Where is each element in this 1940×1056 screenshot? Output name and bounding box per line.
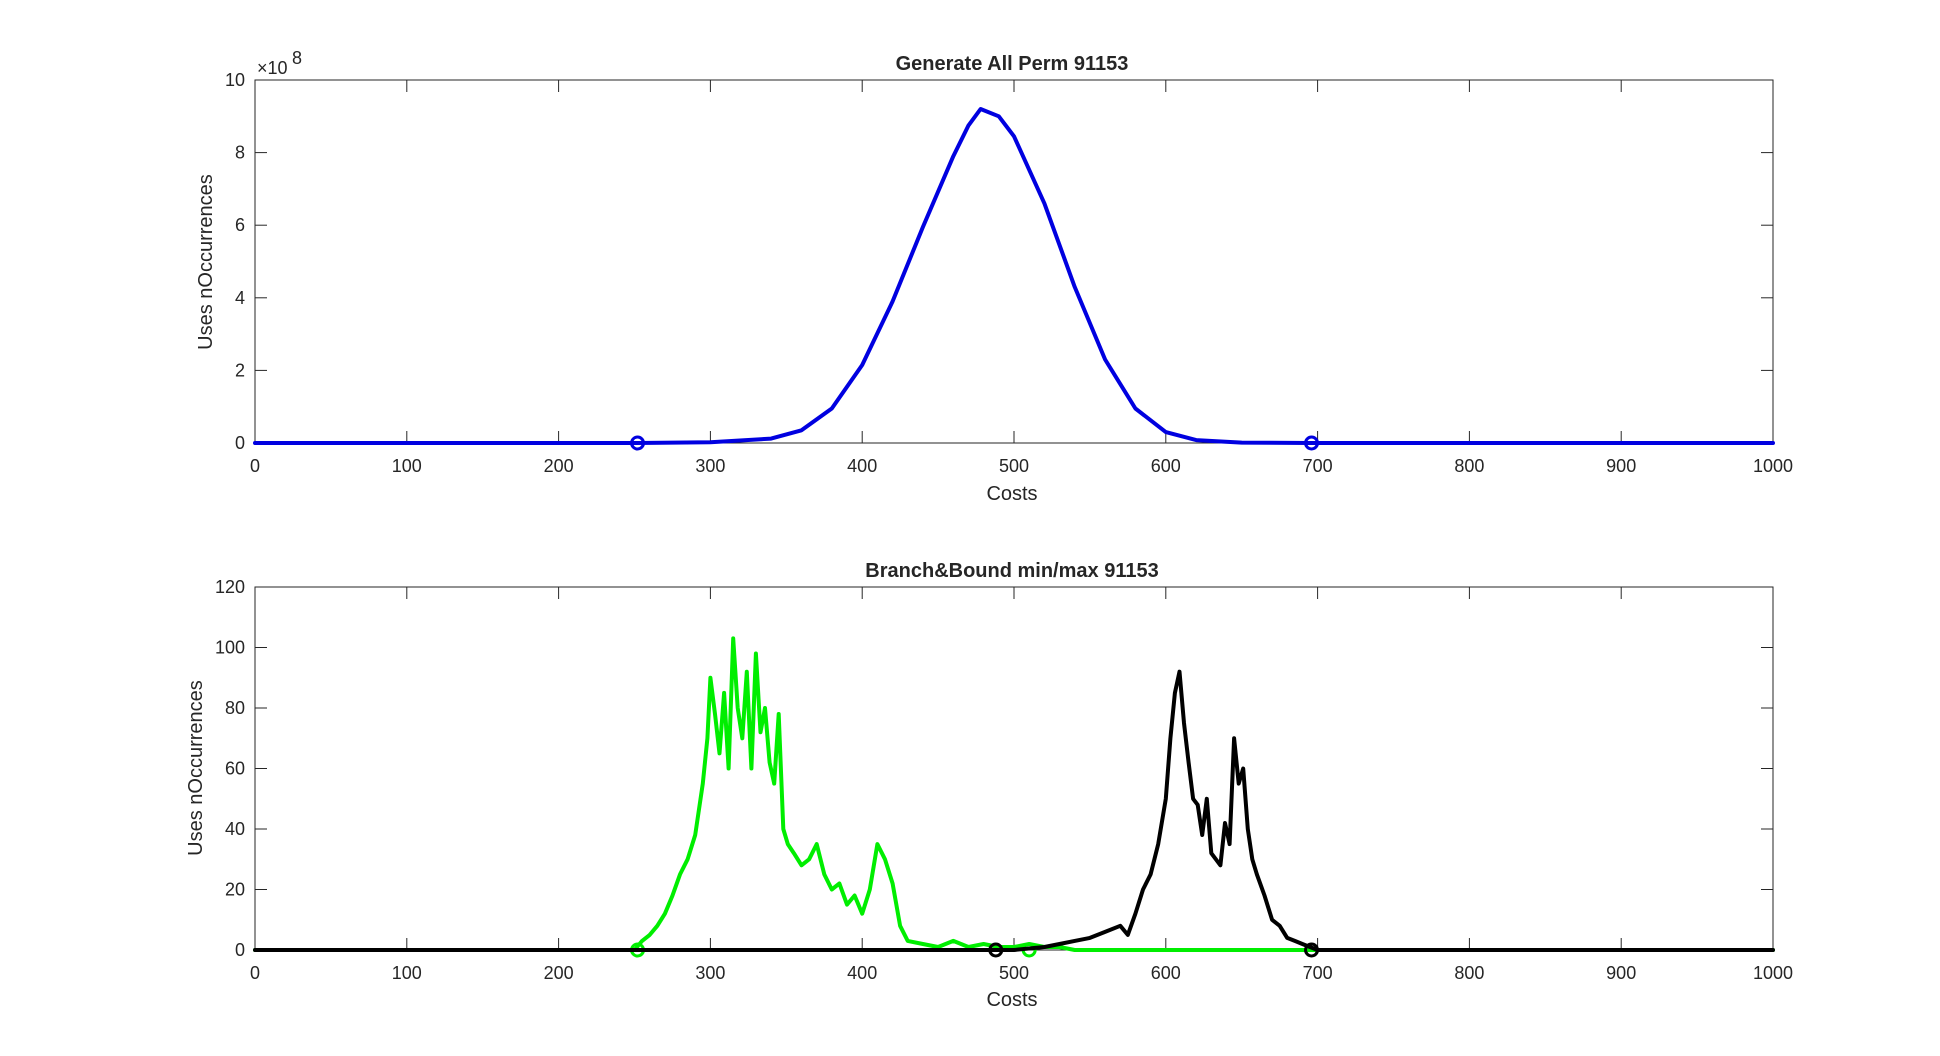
top-plot-y-tick-label: 0: [235, 433, 245, 453]
bottom-plot-y-tick-label: 20: [225, 880, 245, 900]
top-plot-x-tick-label: 400: [847, 456, 877, 476]
bottom-plot-x-axis-label: Costs: [986, 989, 1037, 1011]
bottom-plot-y-tick-label: 80: [225, 698, 245, 718]
top-plot-x-tick-label: 700: [1303, 456, 1333, 476]
top-plot-series-line-0: [253, 107, 1775, 445]
top-plot-series-marker-0: [630, 435, 646, 451]
bottom-plot-x-tick-label: 800: [1454, 963, 1484, 983]
bottom-plot: Branch&Bound min/max 91153 Costs Uses nO…: [185, 560, 1793, 1011]
top-plot-x-tick-label: 900: [1606, 456, 1636, 476]
bottom-plot-series-marker-1: [988, 942, 1004, 958]
top-plot-x-tick-label: 800: [1454, 456, 1484, 476]
top-plot-x-tick-label: 0: [250, 456, 260, 476]
bottom-plot-x-tick-label: 500: [999, 963, 1029, 983]
bottom-plot-x-tick-label: 400: [847, 963, 877, 983]
top-plot-series-marker-0: [1304, 435, 1320, 451]
bottom-plot-x-tick-label: 0: [250, 963, 260, 983]
bottom-plot-series-line-1: [253, 669, 1775, 952]
top-plot-y-multiplier-exponent: 8: [292, 48, 302, 68]
top-plot-x-tick-label: 200: [544, 456, 574, 476]
bottom-plot-x-tick-label: 200: [544, 963, 574, 983]
top-plot-title: Generate All Perm 91153: [896, 53, 1129, 75]
top-plot-y-tick-label: 2: [235, 360, 245, 380]
top-plot-x-tick-label: 1000: [1753, 456, 1793, 476]
top-plot-y-multiplier: ×10: [257, 58, 288, 78]
top-plot-x-tick-label: 300: [695, 456, 725, 476]
bottom-plot-y-tick-label: 60: [225, 759, 245, 779]
bottom-plot-x-tick-label: 700: [1303, 963, 1333, 983]
bottom-plot-y-tick-label: 120: [215, 577, 245, 597]
bottom-plot-y-tick-label: 40: [225, 819, 245, 839]
bottom-plot-x-tick-label: 100: [392, 963, 422, 983]
top-plot-x-axis-label: Costs: [986, 483, 1037, 505]
top-plot-y-axis-label: Uses nOccurrences: [195, 174, 217, 350]
bottom-plot-y-axis-label: Uses nOccurrences: [185, 680, 207, 856]
top-plot-x-tick-label: 100: [392, 456, 422, 476]
bottom-plot-x-tick-label: 600: [1151, 963, 1181, 983]
bottom-plot-x-tick-label: 300: [695, 963, 725, 983]
top-plot-y-tick-label: 8: [235, 143, 245, 163]
bottom-plot-x-tick-label: 900: [1606, 963, 1636, 983]
top-plot-y-tick-label: 4: [235, 288, 245, 308]
top-plot-x-tick-label: 500: [999, 456, 1029, 476]
top-plot-y-tick-label: 10: [225, 70, 245, 90]
top-plot-x-tick-label: 600: [1151, 456, 1181, 476]
bottom-plot-title: Branch&Bound min/max 91153: [865, 560, 1158, 582]
bottom-plot-y-tick-label: 100: [215, 638, 245, 658]
top-plot-y-tick-label: 6: [235, 215, 245, 235]
top-plot: Generate All Perm 91153 ×10 8 Costs Uses…: [195, 48, 1793, 505]
bottom-plot-x-tick-label: 1000: [1753, 963, 1793, 983]
bottom-plot-series-marker-1: [1304, 942, 1320, 958]
bottom-plot-y-tick-label: 0: [235, 940, 245, 960]
bottom-plot-series-line-0: [253, 636, 1775, 952]
